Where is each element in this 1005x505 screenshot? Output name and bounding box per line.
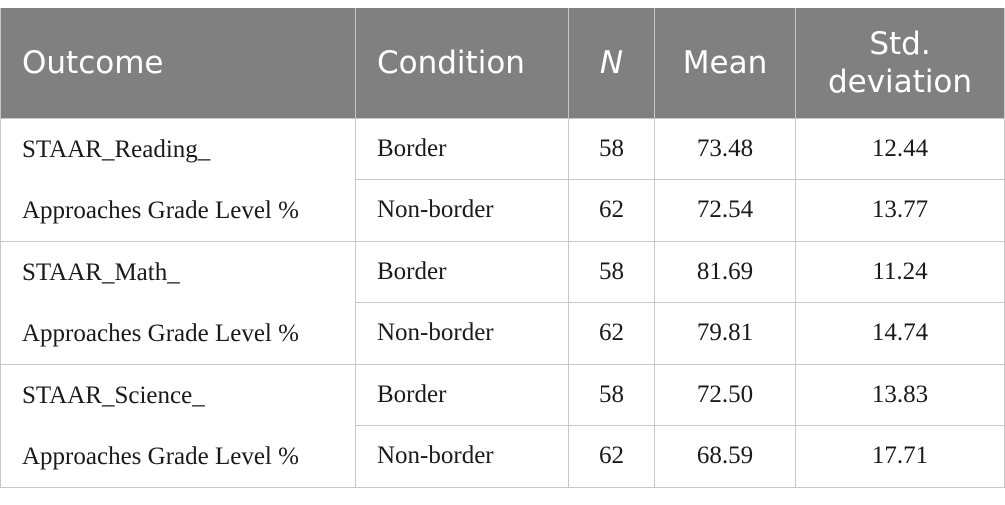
outcome-cell: STAAR_Reading_ Approaches Grade Level % <box>0 117 356 242</box>
mean-cell: 72.54 <box>654 179 796 242</box>
mean-cell: 73.48 <box>654 117 796 180</box>
table-row: STAAR_Science_ Approaches Grade Level % … <box>0 363 1005 488</box>
header-std-deviation-line2: deviation <box>827 63 973 100</box>
outcome-line1: STAAR_Reading_ <box>22 135 211 163</box>
table-row: STAAR_Reading_ Approaches Grade Level % … <box>0 117 1005 242</box>
outcome-cell: STAAR_Math_ Approaches Grade Level % <box>0 240 356 365</box>
condition-cell: Non-border <box>355 302 569 365</box>
sd-cell: 14.74 <box>795 302 1005 365</box>
table-header: Outcome Condition N Mean Std. deviation <box>0 8 1005 119</box>
outcome-line2: Approaches Grade Level % <box>22 196 299 224</box>
outcome-line1: STAAR_Math_ <box>22 258 180 286</box>
n-cell: 62 <box>568 179 655 242</box>
header-condition: Condition <box>355 8 569 119</box>
header-mean: Mean <box>654 8 796 119</box>
table-row: Non-border 62 79.81 14.74 <box>1 302 1005 365</box>
condition-cell: Border <box>355 240 569 303</box>
n-cell: 62 <box>568 425 655 488</box>
condition-cell: Non-border <box>355 425 569 488</box>
header-n: N <box>568 8 655 119</box>
table-row: STAAR_Math_ Approaches Grade Level % Bor… <box>0 240 1005 365</box>
outcome-line1: STAAR_Science_ <box>22 381 205 409</box>
sd-cell: 11.24 <box>795 240 1005 303</box>
outcome-line2: Approaches Grade Level % <box>22 442 299 470</box>
table-body: STAAR_Reading_ Approaches Grade Level % … <box>0 117 1005 488</box>
outcome-cell: STAAR_Science_ Approaches Grade Level % <box>0 363 356 488</box>
descriptive-statistics-table: Outcome Condition N Mean Std. deviation S… <box>0 8 1005 488</box>
sd-cell: 13.83 <box>795 363 1005 426</box>
header-std-deviation: Std. deviation <box>795 8 1005 119</box>
table-row: Non-border 62 68.59 17.71 <box>1 425 1005 488</box>
condition-cell: Border <box>355 363 569 426</box>
n-cell: 58 <box>568 363 655 426</box>
header-row: Outcome Condition N Mean Std. deviation <box>0 8 1005 119</box>
condition-cell: Non-border <box>355 179 569 242</box>
mean-cell: 72.50 <box>654 363 796 426</box>
condition-cell: Border <box>355 117 569 180</box>
outcome-line2: Approaches Grade Level % <box>22 319 299 347</box>
n-cell: 58 <box>568 240 655 303</box>
sd-cell: 13.77 <box>795 179 1005 242</box>
header-std-deviation-line1: Std. <box>869 25 931 62</box>
mean-cell: 79.81 <box>654 302 796 365</box>
mean-cell: 68.59 <box>654 425 796 488</box>
header-outcome: Outcome <box>0 8 356 119</box>
n-cell: 62 <box>568 302 655 365</box>
mean-cell: 81.69 <box>654 240 796 303</box>
n-cell: 58 <box>568 117 655 180</box>
sd-cell: 17.71 <box>795 425 1005 488</box>
sd-cell: 12.44 <box>795 117 1005 180</box>
